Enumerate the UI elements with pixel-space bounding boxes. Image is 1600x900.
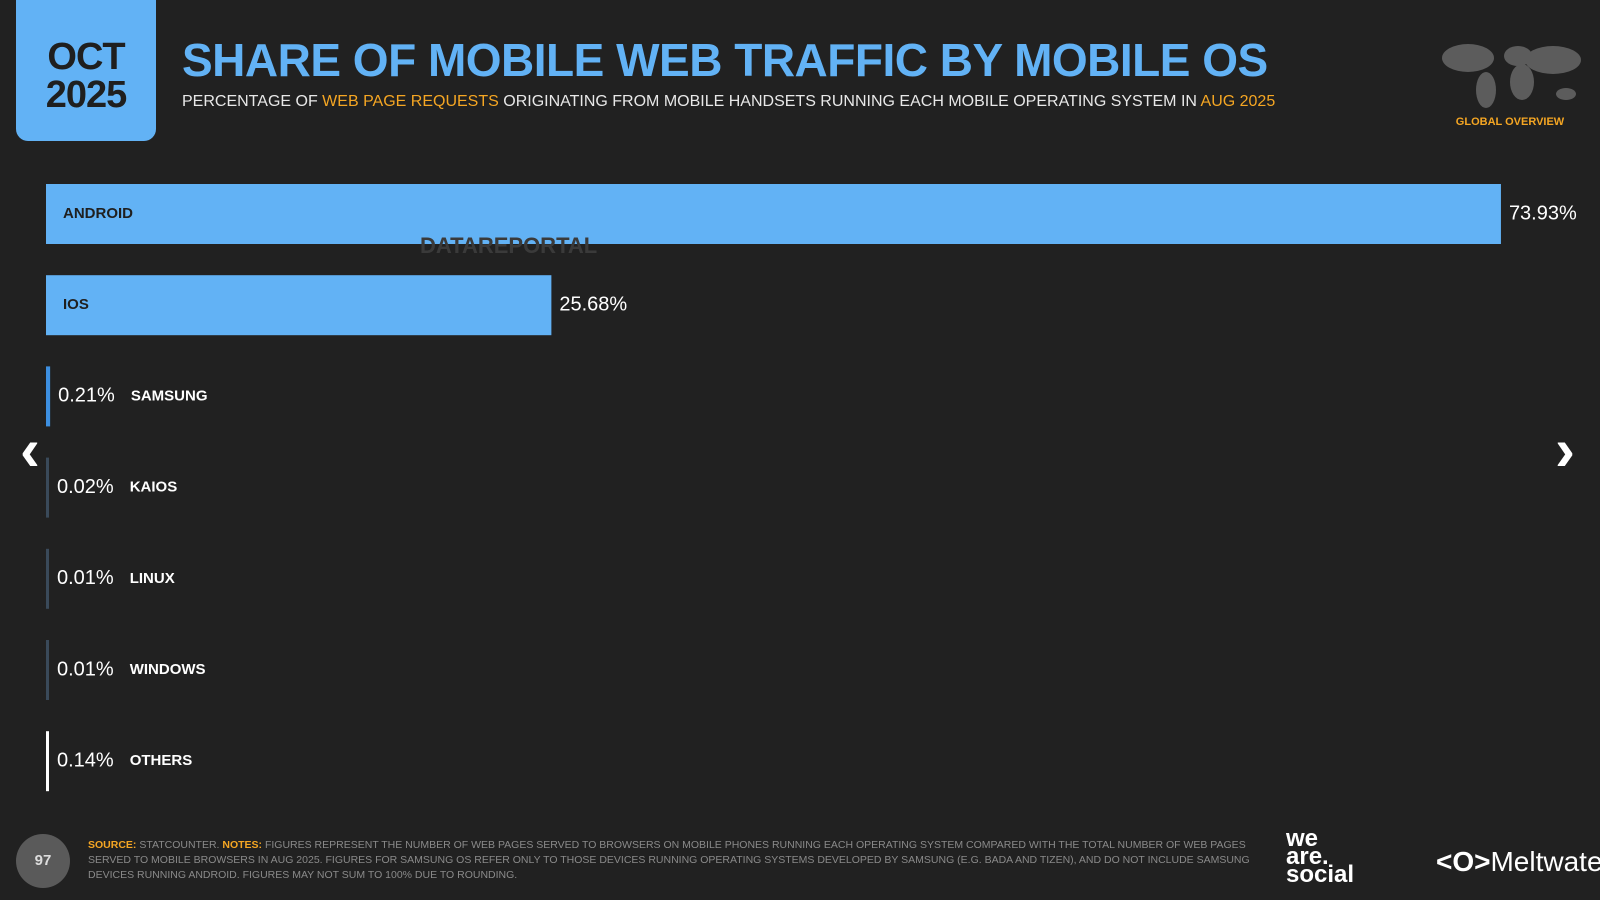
category-label: WINDOWS	[130, 661, 206, 678]
subtitle-part: ORIGINATING FROM MOBILE HANDSETS RUNNING…	[498, 93, 1201, 110]
next-arrow[interactable]: ›	[1555, 416, 1575, 483]
logo-text: Meltwater	[1490, 846, 1600, 877]
chart: ANDROID 73.93% IOS 25.68% 0.21% SAMSUNG 0.02% K…	[46, 184, 1577, 792]
footer-notes: SOURCE: STATCOUNTER. NOTES: FIGURES REPR…	[88, 838, 1258, 883]
logo-line: we	[1286, 825, 1319, 852]
bar	[46, 640, 49, 700]
subtitle-highlight: WEB PAGE REQUESTS	[322, 93, 499, 110]
badge-year: 2025	[45, 74, 128, 116]
value-label: 0.01%	[57, 567, 114, 589]
source: STATCOUNTER.	[136, 839, 223, 851]
category-label: OTHERS	[130, 752, 193, 769]
chart-title: SHARE OF MOBILE WEB TRAFFIC BY MOBILE OS	[182, 34, 1268, 86]
notes-label: NOTES:	[222, 839, 263, 851]
category-label: LINUX	[130, 570, 175, 587]
bar	[46, 548, 49, 609]
source-label: SOURCE:	[88, 839, 137, 851]
logo-we-are-social: we are. social	[1286, 825, 1355, 888]
bar	[46, 457, 49, 518]
badge-month: OCT	[47, 36, 125, 78]
world-map	[1442, 44, 1581, 108]
category-label: IOS	[63, 296, 89, 313]
bar	[46, 366, 51, 427]
page-number: 97	[16, 834, 70, 888]
watermark: DATAREPORTAL	[420, 233, 598, 258]
prev-arrow[interactable]: ‹	[20, 416, 40, 483]
value-label: 73.93%	[1509, 202, 1577, 224]
value-label: 0.01%	[57, 658, 114, 680]
category-label: SAMSUNG	[131, 387, 208, 404]
subtitle-part: PERCENTAGE OF	[182, 93, 323, 110]
notes: FIGURES REPRESENT THE NUMBER OF WEB PAGE…	[88, 839, 1250, 881]
bar	[46, 184, 1501, 244]
category-label: KAIOS	[130, 479, 178, 496]
value-label: 0.02%	[57, 476, 114, 498]
bar	[46, 731, 49, 792]
logo-meltwater: <O>Meltwater	[1436, 846, 1600, 878]
chart-subtitle: PERCENTAGE OF WEB PAGE REQUESTS ORIGINAT…	[182, 93, 1275, 111]
bar	[46, 275, 552, 336]
value-label: 0.21%	[58, 385, 115, 407]
section-label: GLOBAL OVERVIEW	[1455, 116, 1565, 128]
subtitle-highlight: AUG 2025	[1200, 93, 1276, 110]
logo-line: are.	[1286, 843, 1329, 870]
value-label: 25.68%	[559, 293, 627, 315]
value-label: 0.14%	[57, 749, 114, 771]
date-badge: OCT 2025	[16, 0, 156, 141]
category-label: ANDROID	[63, 205, 133, 222]
logo-icon: <O>	[1436, 846, 1491, 877]
logo-line: social	[1286, 861, 1355, 888]
